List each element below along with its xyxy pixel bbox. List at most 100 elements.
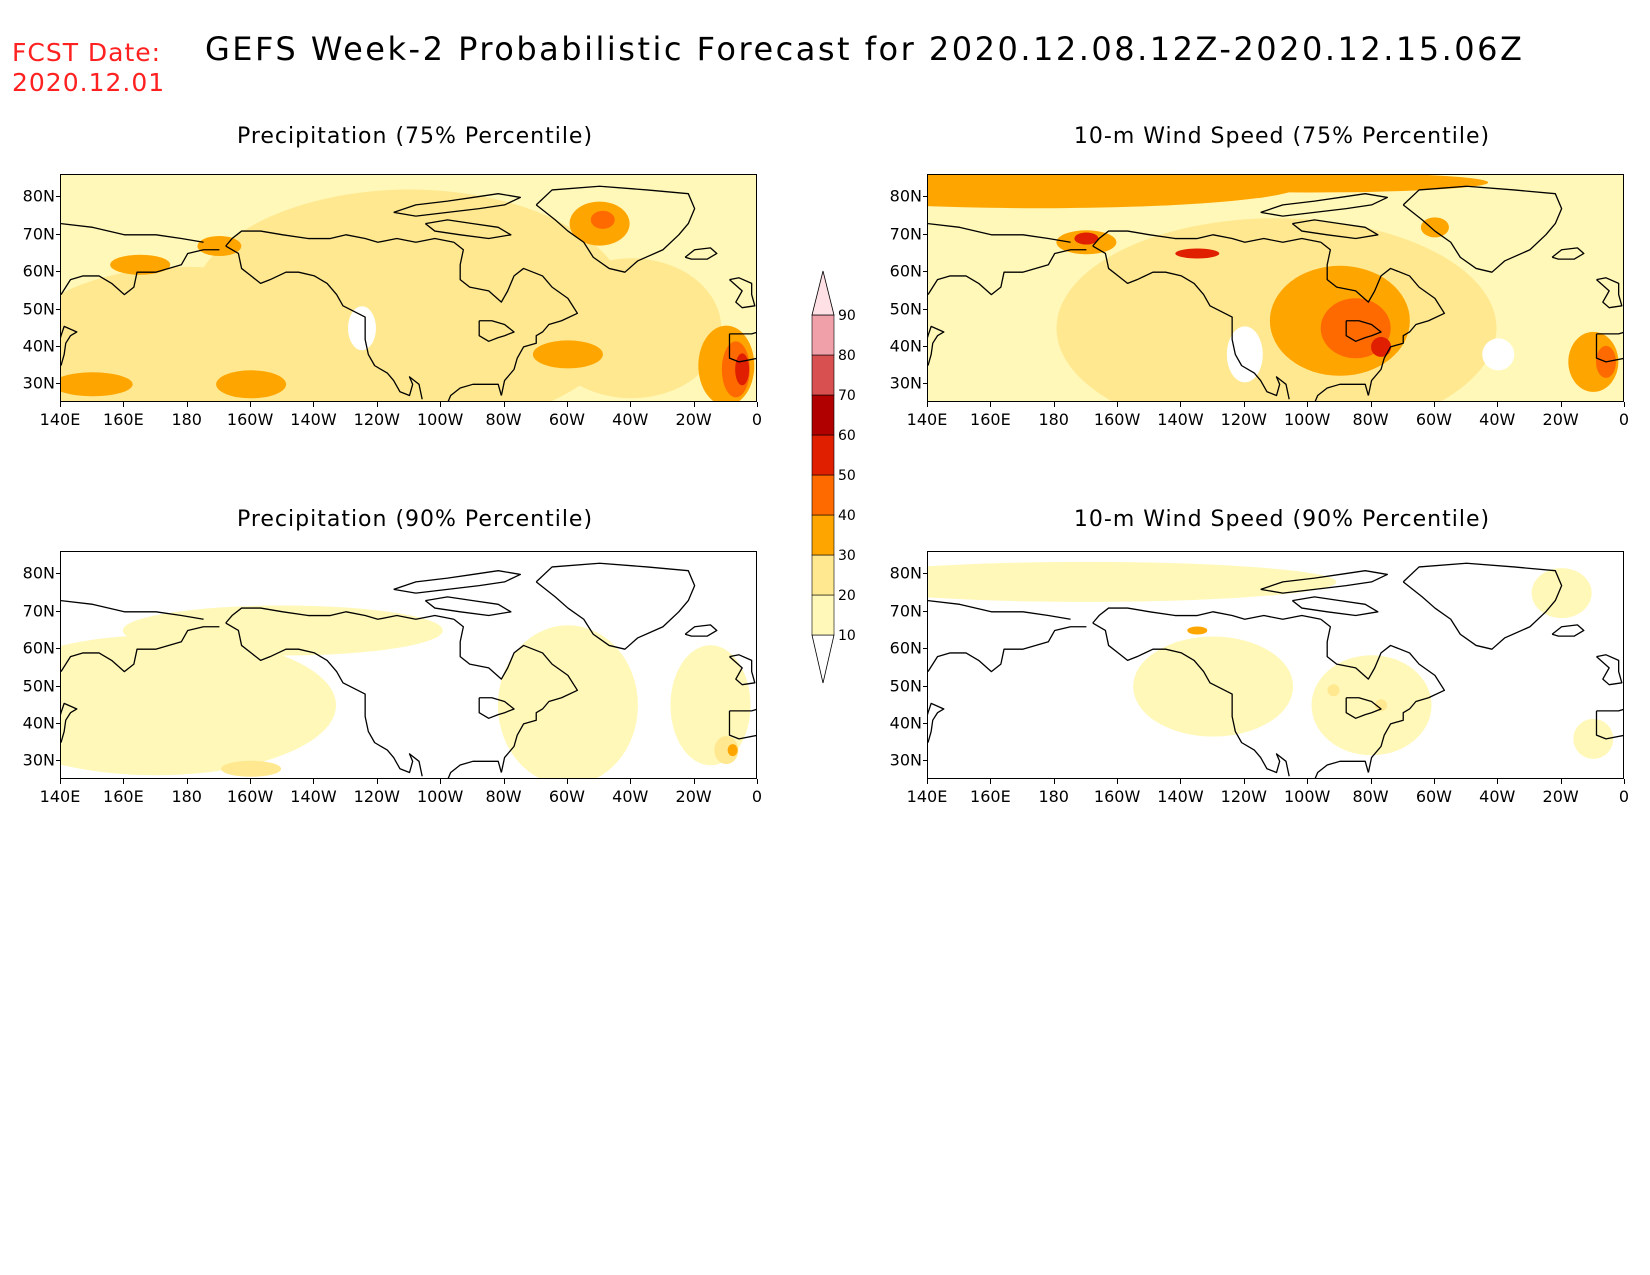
lat-tick-label: 30N xyxy=(889,373,922,393)
lon-tick-mark xyxy=(1307,402,1309,407)
lon-tick-mark xyxy=(1180,402,1182,407)
forecast-date-value: 2020.12.01 xyxy=(12,68,166,97)
probability-contour xyxy=(61,372,133,397)
probability-contour xyxy=(1311,655,1432,756)
probability-contour xyxy=(110,254,171,275)
lat-tick-label: 60N xyxy=(889,638,922,658)
lon-tick-label: 100W xyxy=(416,410,464,429)
coastline xyxy=(1260,193,1389,217)
coastline xyxy=(928,249,1087,296)
panel-title-precip-75: Precipitation (75% Percentile) xyxy=(236,124,594,149)
coastline xyxy=(393,193,522,217)
lat-tick-label: 50N xyxy=(22,299,55,319)
lon-tick-label: 80W xyxy=(1352,410,1389,429)
coastline xyxy=(225,622,423,777)
lon-tick-label: 140E xyxy=(39,787,81,806)
lat-tick-mark xyxy=(923,308,927,310)
lat-tick-label: 80N xyxy=(22,186,55,206)
lon-tick-mark xyxy=(440,779,442,784)
lon-tick-label: 140W xyxy=(1157,787,1204,806)
lon-tick-mark xyxy=(1053,779,1055,784)
lon-tick-label: 120W xyxy=(353,410,400,429)
lon-tick-mark xyxy=(693,779,695,784)
probability-contour xyxy=(735,353,750,386)
lat-tick-mark xyxy=(56,308,60,310)
lon-tick-label: 20W xyxy=(675,410,712,429)
lon-tick-label: 120W xyxy=(353,787,400,806)
probability-contour xyxy=(1573,718,1614,759)
lon-tick-label: 0 xyxy=(1618,787,1630,806)
colorbar-level-label: 70 xyxy=(838,388,856,404)
probability-contour xyxy=(61,635,336,776)
lon-tick-mark xyxy=(566,402,568,407)
coastline xyxy=(928,325,945,366)
map-precip-75 xyxy=(60,174,757,402)
lon-tick-label: 60W xyxy=(1415,787,1452,806)
lat-tick-mark xyxy=(56,722,60,724)
panel-title-wind-75: 10-m Wind Speed (75% Percentile) xyxy=(1073,124,1491,149)
coastline xyxy=(1320,618,1446,773)
probability-contour xyxy=(532,340,603,369)
lon-tick-label: 40W xyxy=(612,410,649,429)
lat-tick-mark xyxy=(56,573,60,575)
lon-tick-mark xyxy=(757,779,758,784)
lon-tick-mark xyxy=(313,402,315,407)
lon-tick-mark xyxy=(927,402,928,407)
coastline xyxy=(424,596,512,617)
probability-contour xyxy=(216,370,287,399)
lat-tick-label: 50N xyxy=(22,676,55,696)
coastline xyxy=(728,331,756,363)
coastline xyxy=(453,618,579,773)
colorbar-swatch-lowest xyxy=(811,634,835,684)
panel-title-precip-90: Precipitation (90% Percentile) xyxy=(236,507,594,532)
lon-tick-label: 60W xyxy=(548,787,585,806)
probability-contour xyxy=(347,306,376,351)
lat-tick-mark xyxy=(56,610,60,612)
map-canvas xyxy=(928,175,1623,401)
lon-tick-mark xyxy=(1370,779,1372,784)
lon-tick-mark xyxy=(1433,402,1435,407)
coastline xyxy=(1402,185,1563,273)
lon-tick-mark xyxy=(1624,402,1625,407)
coastline xyxy=(1345,697,1382,719)
colorbar-level-label: 80 xyxy=(838,348,856,364)
lat-tick-label: 50N xyxy=(889,676,922,696)
lon-tick-label: 80W xyxy=(485,787,522,806)
coastline xyxy=(478,320,515,342)
lon-tick-label: 180 xyxy=(1038,410,1069,429)
coastline xyxy=(1092,245,1290,400)
map-canvas xyxy=(61,175,756,401)
coastline xyxy=(535,185,696,273)
main-title: GEFS Week-2 Probabilistic Forecast for 2… xyxy=(205,30,1525,68)
coastline xyxy=(1596,654,1623,686)
probability-contour xyxy=(122,605,443,656)
probability-contour xyxy=(714,736,739,765)
probability-contour xyxy=(1074,232,1099,245)
lon-tick-mark xyxy=(503,779,505,784)
coastline xyxy=(1402,562,1563,650)
lon-tick-label: 160W xyxy=(1093,410,1141,429)
coastline xyxy=(1551,624,1585,637)
coastline xyxy=(1551,247,1585,260)
coastline xyxy=(61,599,204,620)
lat-tick-label: 70N xyxy=(22,224,55,244)
lon-tick-label: 80W xyxy=(1352,787,1389,806)
lat-tick-mark xyxy=(923,233,927,235)
coastline xyxy=(453,241,579,396)
lat-tick-label: 40N xyxy=(22,713,55,733)
lat-tick-mark xyxy=(56,345,60,347)
lon-tick-mark xyxy=(376,402,378,407)
lon-tick-label: 160E xyxy=(103,410,144,429)
lat-tick-mark xyxy=(56,685,60,687)
lon-tick-mark xyxy=(1560,779,1562,784)
lon-tick-mark xyxy=(313,779,315,784)
coastline xyxy=(728,708,756,740)
lon-tick-mark xyxy=(1370,402,1372,407)
lon-tick-mark xyxy=(1560,402,1562,407)
probability-contour xyxy=(1531,568,1592,619)
coastline xyxy=(61,626,220,673)
map-wind-75 xyxy=(927,174,1624,402)
lat-tick-label: 50N xyxy=(889,299,922,319)
lon-tick-label: 160E xyxy=(970,410,1011,429)
colorbar-swatch xyxy=(811,314,835,356)
